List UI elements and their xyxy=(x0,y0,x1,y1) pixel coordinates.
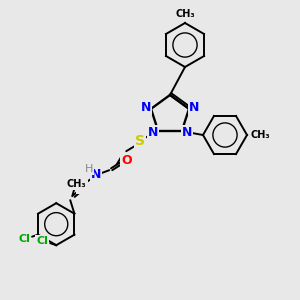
Text: CH₃: CH₃ xyxy=(66,179,86,189)
Text: Cl: Cl xyxy=(36,236,48,246)
Text: H: H xyxy=(85,164,93,174)
Text: N: N xyxy=(141,101,151,114)
Text: CH₃: CH₃ xyxy=(175,9,195,19)
Text: Cl: Cl xyxy=(18,234,30,244)
Text: N: N xyxy=(189,101,199,114)
Text: O: O xyxy=(121,154,132,167)
Text: CH₃: CH₃ xyxy=(250,130,270,140)
Text: N: N xyxy=(91,168,101,181)
Text: N: N xyxy=(77,180,87,193)
Text: S: S xyxy=(135,134,145,148)
Text: N: N xyxy=(148,126,158,139)
Text: N: N xyxy=(182,126,192,139)
